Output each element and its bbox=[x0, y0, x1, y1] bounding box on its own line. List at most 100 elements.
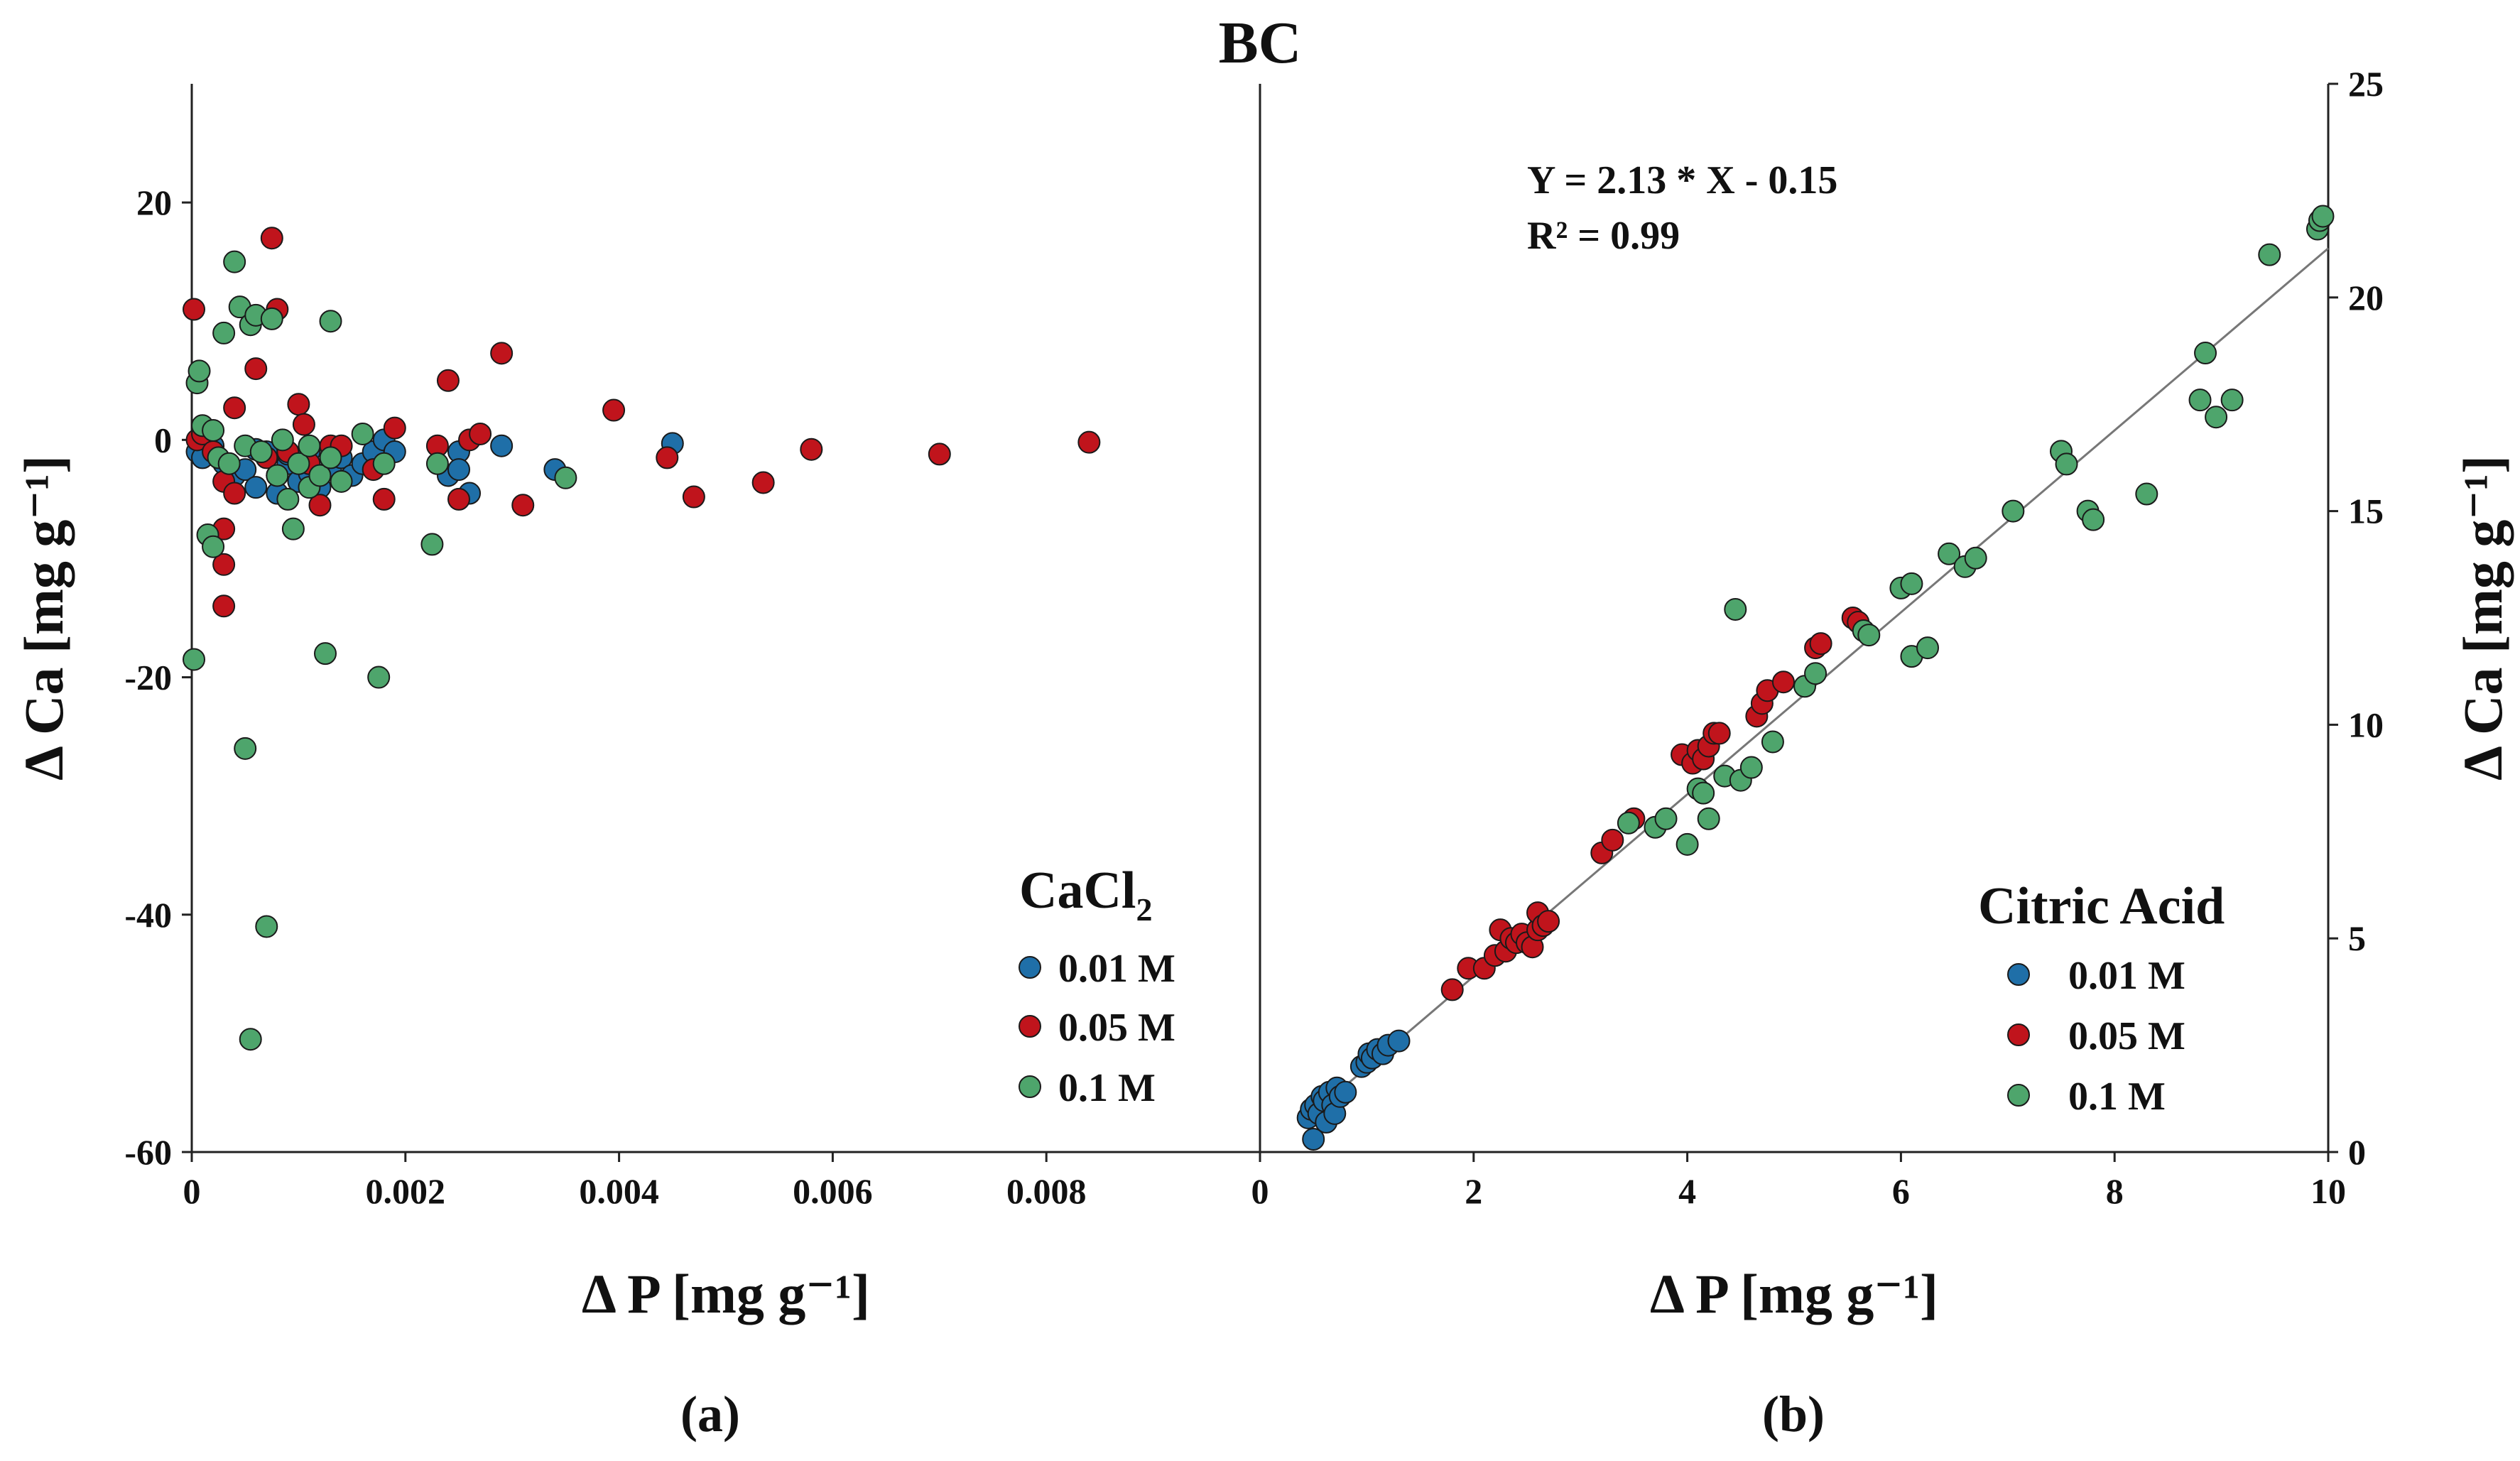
panel-a-point-005m bbox=[223, 396, 246, 420]
panel-b-point-01m bbox=[1697, 807, 1720, 830]
panel-b-point-01m bbox=[1938, 542, 1961, 565]
panel-a-legend-label-0-05m: 0.05 M bbox=[1058, 1006, 1175, 1050]
panel-b-x-tick-label: 4 bbox=[1678, 1171, 1696, 1211]
panel-b-point-001m bbox=[1387, 1029, 1411, 1053]
panel-a-point-01m bbox=[234, 737, 257, 760]
panel-b-point-01m bbox=[2002, 499, 2025, 523]
panel-a-legend-title-subscript: 2 bbox=[1136, 891, 1152, 928]
panel-a-y-tick-label: -40 bbox=[124, 895, 172, 935]
panel-a-point-01m bbox=[202, 418, 225, 442]
panel-b-point-01m bbox=[1761, 730, 1784, 754]
panel-a-point-005m bbox=[287, 393, 310, 416]
panel-a-point-005m bbox=[212, 594, 236, 618]
panel-b-legend: Citric Acid 0.01 M 0.05 M 0.1 M bbox=[1978, 877, 2225, 1119]
figure-title: BC bbox=[1219, 10, 1302, 76]
panel-a-point-01m bbox=[420, 533, 444, 556]
panel-b-point-01m bbox=[1916, 636, 1939, 660]
panel-b-point-01m bbox=[2135, 482, 2158, 506]
panel-a-legend-marker-0-01m bbox=[1019, 956, 1041, 979]
panel-a-y-tick-label: -20 bbox=[124, 658, 172, 697]
panel-a-x-tick-label: 0.006 bbox=[793, 1171, 873, 1211]
panel-b-point-01m bbox=[1804, 662, 1827, 685]
panel-a-point-001m bbox=[447, 458, 470, 482]
panel-b-point-01m bbox=[1692, 781, 1715, 805]
panel-b-point-01m bbox=[1617, 811, 1640, 835]
panel-a-legend-label-0-1m: 0.1 M bbox=[1058, 1066, 1156, 1110]
panel-b-y-tick-label: 20 bbox=[2348, 278, 2384, 317]
panel-a-point-01m bbox=[281, 517, 305, 541]
panel-a-point-005m bbox=[223, 482, 246, 505]
panel-a-point-01m bbox=[298, 434, 321, 457]
panel-a-point-005m bbox=[490, 342, 514, 365]
panel-b-legend-label-0-05m: 0.05 M bbox=[2068, 1014, 2185, 1058]
panel-b-y-tick-label: 10 bbox=[2348, 705, 2384, 744]
panel-a-point-01m bbox=[308, 464, 332, 487]
panel-b-y-tick-label: 5 bbox=[2348, 918, 2366, 958]
panel-a-x-axis-title: Δ P [mg g⁻¹] bbox=[582, 1263, 870, 1325]
panel-b-point-005m bbox=[1771, 670, 1795, 694]
panel-b-point-005m bbox=[1707, 722, 1731, 745]
panel-b-point-005m bbox=[1440, 978, 1464, 1001]
panel-b-y-tick-label: 15 bbox=[2348, 491, 2384, 531]
panel-b-point-01m bbox=[1964, 546, 1987, 570]
panel-b-legend-label-0-1m: 0.1 M bbox=[2068, 1075, 2166, 1119]
panel-a-point-01m bbox=[276, 487, 300, 511]
panel-a-point-005m bbox=[1077, 430, 1101, 454]
panel-a-point-01m bbox=[372, 452, 396, 475]
panel-a-point-001m bbox=[244, 476, 268, 499]
panel-b-legend-marker-0-01m bbox=[2007, 963, 2030, 986]
panel-a-point-01m bbox=[212, 321, 236, 344]
panel-b-x-tick-label: 2 bbox=[1465, 1171, 1482, 1211]
panel-b-x-tick-label: 0 bbox=[1251, 1171, 1269, 1211]
panel-b-point-005m bbox=[1537, 910, 1560, 933]
panel-b-point-001m bbox=[1302, 1127, 1325, 1151]
panel-a-legend-marker-0-05m bbox=[1019, 1015, 1041, 1038]
panel-b-point-01m bbox=[2188, 389, 2212, 412]
panel-a-point-01m bbox=[554, 466, 577, 489]
panel-b-point-005m bbox=[1601, 828, 1624, 852]
panel-b-point-01m bbox=[2220, 389, 2244, 412]
panel-a-legend-title-main: CaCl bbox=[1019, 862, 1136, 920]
panel-a-point-01m bbox=[217, 452, 241, 475]
panel-a-legend-title: CaCl2 bbox=[1019, 862, 1152, 928]
panel-b-point-005m bbox=[1809, 632, 1832, 656]
panel-a-legend: CaCl2 0.01 M 0.05 M 0.1 M bbox=[1019, 862, 1175, 1110]
panel-b-point-01m bbox=[2205, 406, 2228, 429]
panel-a-point-01m bbox=[330, 469, 353, 493]
panel-b-point-01m bbox=[2258, 243, 2281, 266]
panel-a-point-005m bbox=[260, 227, 283, 250]
panel-b-point-01m bbox=[1654, 807, 1678, 830]
panel-b-label: (b) bbox=[1762, 1386, 1825, 1443]
panel-a-point-01m bbox=[202, 535, 225, 558]
panel-b-legend-marker-0-05m bbox=[2007, 1023, 2030, 1046]
panel-b-point-01m bbox=[1724, 597, 1747, 621]
panel-a-point-01m bbox=[188, 359, 211, 383]
panel-a-point-01m bbox=[271, 428, 294, 452]
panel-a-point-01m bbox=[260, 307, 283, 330]
panel-a-point-005m bbox=[751, 471, 775, 494]
panel-a-point-005m bbox=[602, 398, 626, 422]
panel-a-y-tick-label: 20 bbox=[136, 183, 172, 222]
panel-b-point-001m bbox=[1334, 1080, 1357, 1104]
panel-b-y-tick-label: 25 bbox=[2348, 64, 2384, 104]
panel-a-point-005m bbox=[292, 413, 315, 436]
panel-a-point-01m bbox=[249, 440, 273, 464]
panel-a-point-005m bbox=[511, 494, 535, 517]
panel-b-point-01m bbox=[2194, 342, 2217, 365]
panel-a-point-01m bbox=[266, 464, 289, 487]
r-squared-label: R² = 0.99 bbox=[1527, 214, 1680, 258]
panel-a-x-tick-label: 0 bbox=[183, 1171, 201, 1211]
panel-b-x-tick-label: 8 bbox=[2106, 1171, 2124, 1211]
panel-a-axes: 0 0.002 0.004 0.006 0.008 -60 -40 -20 0 20 bbox=[124, 183, 1086, 1211]
panel-a-point-01m bbox=[425, 452, 449, 475]
panel-a-y-tick-label: -60 bbox=[124, 1132, 172, 1172]
panel-a-point-005m bbox=[469, 422, 492, 445]
panel-a-point-005m bbox=[308, 494, 332, 517]
panel-a-point-005m bbox=[183, 298, 206, 321]
panel-a-x-tick-label: 0.002 bbox=[366, 1171, 446, 1211]
panel-b-legend-marker-0-1m bbox=[2007, 1084, 2030, 1107]
panel-b-x-tick-label: 6 bbox=[1892, 1171, 1910, 1211]
panel-a-point-005m bbox=[372, 487, 396, 511]
